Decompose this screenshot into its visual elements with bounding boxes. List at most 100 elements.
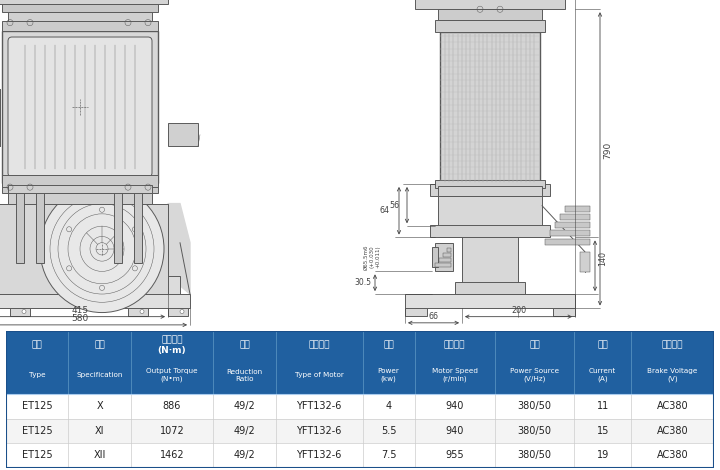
Bar — [6, 443, 714, 468]
Bar — [405, 308, 427, 316]
Text: Type: Type — [29, 372, 45, 378]
Bar — [8, 185, 152, 193]
Bar — [447, 248, 451, 252]
Bar — [0, 294, 190, 308]
Text: 制动电压: 制动电压 — [662, 341, 683, 350]
Bar — [439, 258, 451, 262]
Text: 规格: 规格 — [94, 341, 105, 350]
Polygon shape — [168, 204, 190, 294]
Circle shape — [140, 309, 144, 313]
Bar — [438, 184, 542, 237]
Text: Motor Speed
(r/min): Motor Speed (r/min) — [431, 368, 477, 382]
Bar — [2, 183, 158, 193]
Text: 64: 64 — [379, 206, 389, 215]
Text: XII: XII — [94, 450, 106, 461]
Text: 30.5: 30.5 — [354, 278, 371, 287]
Bar — [8, 12, 152, 21]
Text: AC380: AC380 — [657, 426, 688, 436]
Text: 功率: 功率 — [383, 341, 394, 350]
Circle shape — [40, 185, 164, 313]
Text: 1462: 1462 — [160, 450, 184, 461]
Text: YFT132-6: YFT132-6 — [297, 401, 342, 411]
Text: 415: 415 — [71, 306, 89, 315]
Text: Power
(kw): Power (kw) — [378, 368, 400, 382]
Text: AC380: AC380 — [657, 401, 688, 411]
Text: 1072: 1072 — [160, 426, 184, 436]
Text: 380/50: 380/50 — [518, 450, 552, 461]
Bar — [435, 243, 453, 272]
Bar — [16, 193, 24, 263]
Text: 56: 56 — [389, 201, 399, 210]
Bar — [550, 230, 590, 236]
Bar — [462, 237, 518, 294]
Text: 4: 4 — [386, 401, 392, 411]
Text: Ø65.5m6
(+0.030
+0.011): Ø65.5m6 (+0.030 +0.011) — [364, 244, 381, 270]
Text: XI: XI — [95, 426, 104, 436]
Bar — [0, 263, 168, 275]
Text: 7.5: 7.5 — [381, 450, 397, 461]
Bar — [405, 294, 575, 308]
Bar — [2, 4, 158, 12]
Text: AC380: AC380 — [657, 450, 688, 461]
Bar — [0, 0, 168, 4]
Bar — [438, 186, 542, 196]
Bar — [168, 308, 188, 316]
Text: 电源: 电源 — [529, 341, 540, 350]
Bar — [565, 206, 590, 212]
Bar — [10, 308, 30, 316]
Bar — [553, 308, 575, 316]
FancyBboxPatch shape — [8, 37, 152, 177]
Bar — [6, 331, 714, 394]
Bar — [580, 252, 590, 273]
Text: 19: 19 — [597, 450, 609, 461]
Circle shape — [22, 309, 26, 313]
Circle shape — [180, 309, 184, 313]
Bar — [415, 0, 565, 9]
Text: 11: 11 — [597, 401, 609, 411]
Text: 电机转速: 电机转速 — [444, 341, 465, 350]
Bar — [432, 247, 438, 267]
Text: X: X — [96, 401, 103, 411]
Bar — [555, 222, 590, 228]
Text: 49/2: 49/2 — [234, 426, 256, 436]
Text: 580: 580 — [71, 314, 89, 323]
Bar — [2, 21, 158, 31]
Text: ET125: ET125 — [22, 426, 53, 436]
Bar — [438, 9, 542, 20]
Bar — [0, 204, 168, 294]
Bar — [435, 180, 545, 188]
Text: 380/50: 380/50 — [518, 401, 552, 411]
Bar — [2, 175, 158, 187]
Text: 66: 66 — [428, 312, 438, 321]
Text: 49/2: 49/2 — [234, 401, 256, 411]
Text: 5.5: 5.5 — [381, 426, 397, 436]
Bar — [440, 32, 540, 184]
Bar — [443, 253, 451, 257]
Text: 955: 955 — [446, 450, 464, 461]
Bar — [435, 263, 451, 267]
Text: 电机型号: 电机型号 — [308, 341, 330, 350]
Text: 15: 15 — [596, 426, 609, 436]
Bar — [114, 193, 122, 263]
Text: 49/2: 49/2 — [234, 450, 256, 461]
Bar — [545, 239, 590, 245]
Bar — [2, 31, 158, 183]
Text: 140: 140 — [598, 251, 608, 266]
Text: 电流: 电流 — [598, 341, 608, 350]
Text: Power Source
(V/Hz): Power Source (V/Hz) — [510, 368, 559, 382]
Text: ET125: ET125 — [22, 450, 53, 461]
Bar — [36, 193, 44, 263]
Bar — [134, 193, 142, 263]
Bar — [6, 419, 714, 443]
Bar — [8, 193, 152, 204]
Text: Reduction
Ratio: Reduction Ratio — [227, 369, 263, 382]
Text: 940: 940 — [446, 426, 464, 436]
Bar — [168, 123, 198, 146]
Text: 输出扭矩
(N·m): 输出扭矩 (N·m) — [158, 336, 186, 355]
Text: YFT132-6: YFT132-6 — [297, 426, 342, 436]
Text: 型号: 型号 — [32, 341, 42, 350]
Text: 200: 200 — [511, 306, 526, 315]
Text: 790: 790 — [603, 141, 613, 159]
Bar — [455, 282, 525, 294]
Text: Brake Voltage
(V): Brake Voltage (V) — [647, 368, 698, 382]
